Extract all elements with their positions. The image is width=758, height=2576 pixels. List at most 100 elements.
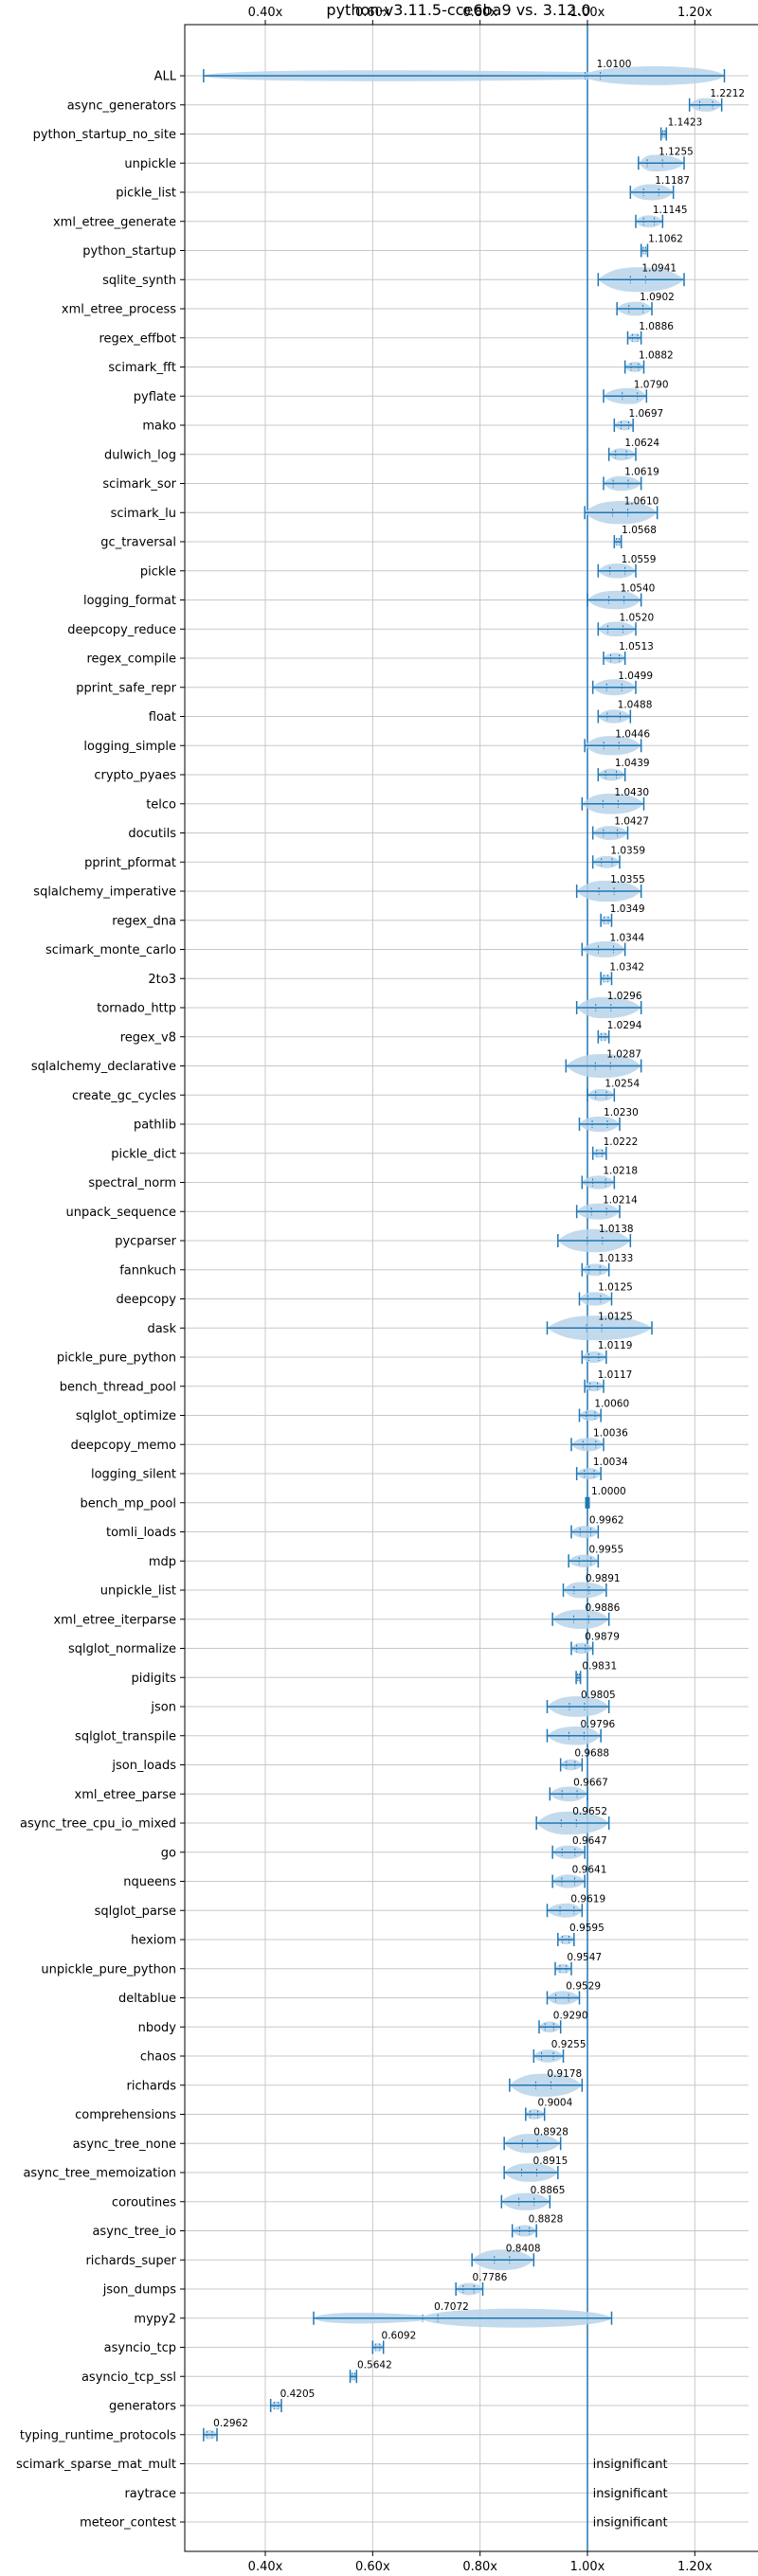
benchmark-label: pyflate: [134, 390, 176, 404]
value-label: 0.9619: [570, 1893, 605, 1905]
benchmark-label: crypto_pyaes: [94, 769, 176, 783]
benchmark-label: dask: [147, 1322, 176, 1336]
benchmark-label: pickle_dict: [111, 1147, 176, 1161]
benchmark-label: nqueens: [123, 1875, 176, 1889]
benchmark-label: deepcopy_reduce: [67, 623, 176, 637]
violin-xml_etree_parse: 0.9667: [549, 1777, 608, 1802]
value-label: 1.0568: [622, 525, 657, 536]
value-label: 1.0619: [624, 467, 659, 478]
violin-xml_etree_process: 1.0902: [616, 292, 675, 316]
value-label: 0.8408: [506, 2243, 541, 2254]
benchmark-label: mdp: [149, 1555, 176, 1569]
violin-pickle_pure_python: 1.0119: [581, 1340, 633, 1364]
value-label: 1.0697: [628, 408, 663, 420]
value-label: 1.0499: [618, 671, 653, 682]
violin-sqlalchemy_imperative: 1.0355: [575, 874, 645, 903]
value-label: 1.0119: [598, 1340, 633, 1351]
violin-comprehensions: 0.9004: [525, 2098, 573, 2121]
benchmark-label: raytrace: [124, 2487, 176, 2501]
x-tick-label-top: 1.20x: [677, 6, 713, 20]
benchmark-label: sqlglot_transpile: [75, 1729, 176, 1744]
value-label: 1.0344: [609, 933, 644, 944]
value-label: 0.9831: [582, 1660, 617, 1672]
value-label: 0.9255: [551, 2039, 587, 2050]
x-tick-label-bottom: 1.20x: [677, 2560, 713, 2574]
violin-xml_etree_iterparse: 0.9886: [551, 1602, 621, 1629]
axis-layer: 0.40x 0.40x 0.60x 0.60x 0.80x 0.80x 1.00x 1.00x…: [16, 6, 713, 2574]
benchmark-label: scimark_fft: [108, 361, 176, 375]
value-label: 1.1255: [659, 146, 694, 157]
marks-layer: 1.0100 1.2212 1.1423 1.1255 1.1187 1.1145 1.10…: [203, 25, 745, 2551]
violin-ALL: 1.0100: [203, 59, 726, 85]
violin-deepcopy_reduce: 1.0520: [597, 612, 654, 637]
value-label: 0.8865: [531, 2185, 566, 2196]
value-label: 1.0060: [594, 1399, 629, 1410]
violin-sqlglot_transpile: 0.9796: [546, 1719, 615, 1745]
benchmark-label: nbody: [138, 2021, 177, 2035]
violin-asyncio_tcp: 0.6092: [371, 2331, 416, 2354]
violin-hexiom: 0.9595: [557, 1923, 605, 1946]
value-label: 0.4205: [280, 2388, 316, 2400]
violin-deepcopy: 1.0125: [578, 1282, 633, 1306]
benchmark-label: bench_mp_pool: [80, 1496, 176, 1511]
benchmark-label: richards: [127, 2079, 177, 2093]
violin-deltablue: 0.9529: [546, 1981, 601, 2005]
violin-unpickle_list: 0.9891: [562, 1573, 621, 1599]
insignificant-label: insignificant: [593, 2487, 668, 2501]
benchmark-label: richards_super: [85, 2254, 176, 2268]
grid-layer: [185, 25, 749, 2551]
benchmark-label: scimark_sparse_mat_mult: [16, 2458, 176, 2472]
value-label: 0.9879: [585, 1632, 620, 1643]
violin-pidigits: 0.9831: [575, 1660, 617, 1685]
benchmark-label: gc_traversal: [100, 536, 176, 550]
violin-json_loads: 0.9688: [559, 1748, 609, 1772]
violin-pprint_safe_repr: 1.0499: [591, 671, 653, 696]
value-label: 1.0882: [639, 350, 674, 362]
benchmark-label: pidigits: [132, 1672, 177, 1686]
violin-pprint_pformat: 1.0359: [591, 845, 645, 869]
benchmark-label: json: [150, 1701, 176, 1715]
benchmark-label: go: [161, 1846, 176, 1860]
benchmark-label: mako: [142, 420, 176, 434]
value-label: 1.0355: [610, 874, 645, 886]
violin-pickle_dict: 1.0222: [591, 1136, 639, 1160]
violin-unpack_sequence: 1.0214: [575, 1194, 638, 1220]
value-label: 1.0214: [603, 1194, 638, 1206]
benchmark-label: sqlglot_normalize: [68, 1642, 176, 1656]
violin-fannkuch: 1.0133: [581, 1253, 633, 1277]
value-label: 0.9652: [572, 1806, 607, 1817]
value-label: 0.8915: [533, 2156, 568, 2167]
x-tick-label-bottom: 1.00x: [570, 2560, 605, 2574]
violin-go: 0.9647: [551, 1835, 607, 1859]
violin-crypto_pyaes: 1.0439: [597, 758, 650, 781]
value-label: 0.9805: [581, 1690, 616, 1701]
value-label: 1.1187: [655, 175, 690, 187]
benchmark-label: ALL: [154, 70, 177, 84]
value-label: 0.9641: [572, 1865, 607, 1876]
benchmark-label: coroutines: [112, 2195, 176, 2209]
benchmark-label: async_tree_io: [92, 2225, 176, 2239]
violin-generators: 0.4205: [269, 2388, 316, 2412]
value-label: 0.9647: [572, 1835, 607, 1847]
value-label: 1.0100: [597, 59, 632, 70]
value-label: 1.0036: [593, 1427, 628, 1439]
violin-unpickle_pure_python: 0.9547: [554, 1952, 602, 1976]
value-label: 1.0125: [598, 1282, 633, 1294]
violin-unpickle: 1.1255: [638, 146, 694, 172]
violin-mypy2: 0.7072: [313, 2301, 613, 2328]
benchmark-label: regex_compile: [86, 653, 176, 667]
violin-json_dumps: 0.7786: [455, 2272, 508, 2296]
benchmark-label: xml_etree_generate: [53, 215, 176, 229]
benchmark-label: pathlib: [134, 1118, 176, 1133]
violin-spectral_norm: 1.0218: [581, 1166, 638, 1190]
benchmark-label: sqlite_synth: [102, 274, 176, 288]
plot-frame: [184, 24, 758, 2552]
violin-async_tree_memoization: 0.8915: [503, 2156, 568, 2182]
benchmark-label: asyncio_tcp: [104, 2341, 176, 2355]
x-tick-label-top: 1.00x: [570, 6, 605, 20]
benchmark-label: sqlalchemy_imperative: [33, 886, 176, 900]
benchmark-label: docutils: [128, 827, 176, 841]
value-label: 1.0222: [604, 1136, 639, 1148]
benchmark-label: hexiom: [131, 1934, 176, 1948]
benchmark-label: asyncio_tcp_ssl: [81, 2370, 176, 2385]
